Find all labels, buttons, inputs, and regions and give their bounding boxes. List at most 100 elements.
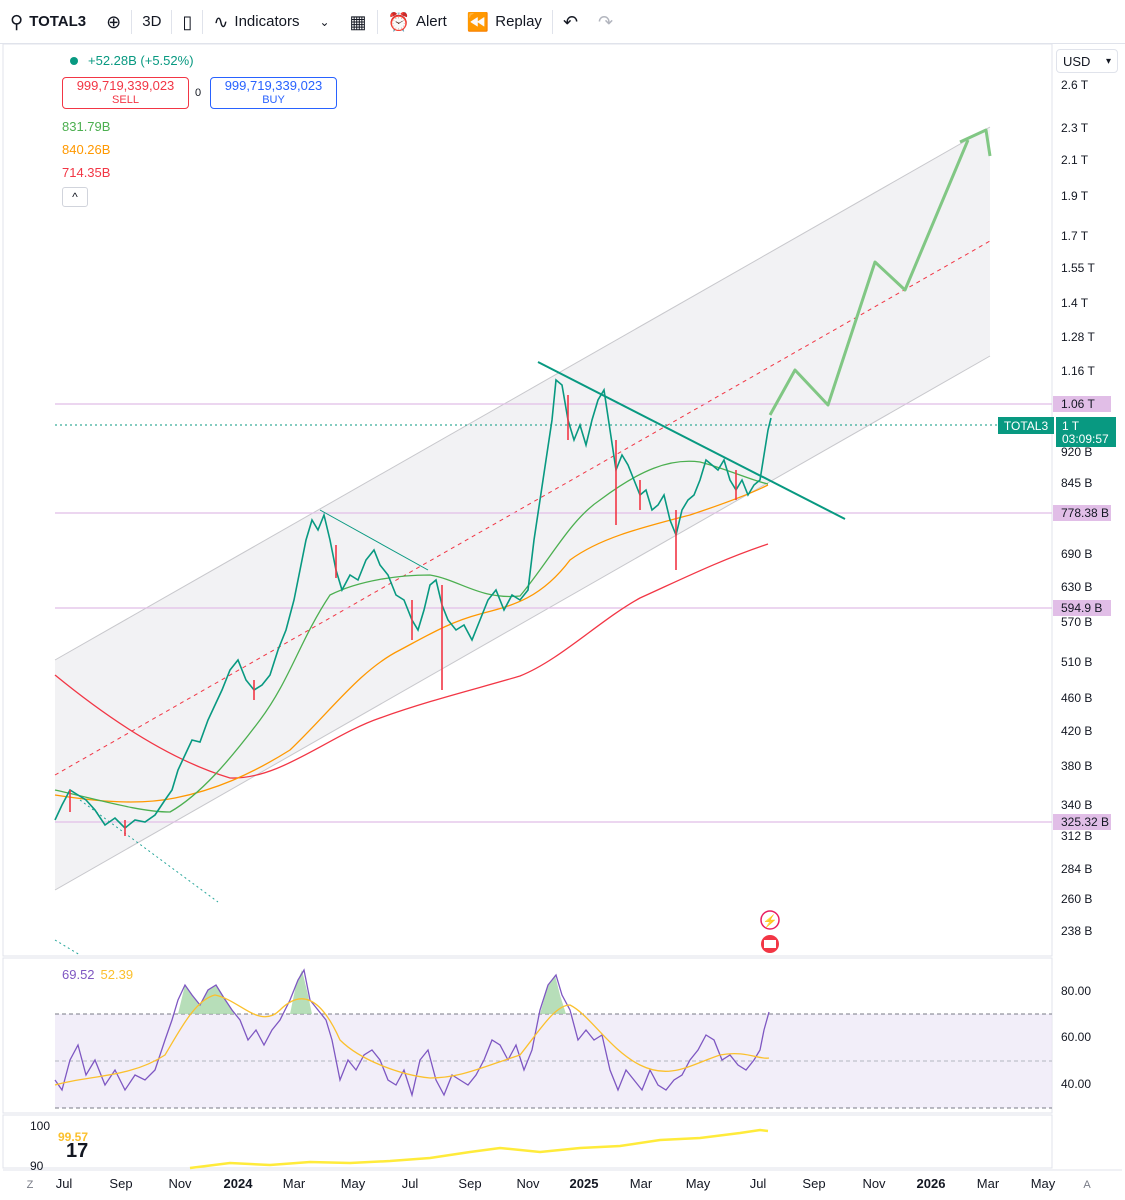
time-label: Nov [516,1176,540,1191]
layout-icon: ▦ [349,11,367,32]
bottom-axis[interactable]: 100 90 [30,1119,50,1173]
price-tick-label: 1.9 T [1061,189,1089,203]
chart-type-button[interactable]: ▯ [172,0,202,43]
time-label: Mar [283,1176,306,1191]
redo-icon: ↷ [598,11,614,32]
currency-label: USD [1063,53,1091,69]
indicators-button[interactable]: ∿ Indicators [203,0,309,43]
buy-price: 999,719,339,023 [224,78,323,93]
price-tick-label: 510 B [1061,655,1092,669]
undo-icon: ↶ [562,11,579,32]
toolbar-divider [376,9,378,34]
price-tick-label: 594.9 B [1061,601,1102,615]
price-tick-label: 238 B [1061,924,1092,938]
time-label: Sep [109,1176,132,1191]
bottom-indicator-line [189,1128,769,1170]
event-lightning-icon[interactable] [760,910,780,930]
rsi-tick-label: 60.00 [1061,1030,1091,1044]
bottom-tick-label: 90 [30,1159,44,1173]
current-price-tag[interactable]: TOTAL3 1 T 03:09:57 [998,417,1116,447]
replay-label: Replay [495,13,542,30]
price-tick-label: 380 B [1061,759,1092,773]
time-label: Mar [977,1176,1000,1191]
descending-trendline-small[interactable] [319,509,429,571]
price-candles-red [69,395,737,836]
currency-select[interactable]: USD ▾ [1056,49,1118,73]
candles-icon: ▯ [182,11,193,32]
auto-scale-toggle[interactable]: A [1083,1179,1091,1191]
descending-trendline[interactable] [537,361,846,520]
time-label: Nov [862,1176,886,1191]
legend-collapse-button[interactable]: ^ [62,187,88,207]
symbol-name: TOTAL3 [29,13,87,30]
price-tick-label: 460 B [1061,691,1092,705]
rsi-tick-label: 40.00 [1061,1077,1091,1091]
price-level-badge[interactable] [1053,396,1111,412]
channel-lower [54,355,991,891]
time-label: 2025 [570,1176,599,1191]
sell-label: SELL [112,94,139,106]
time-label: Nov [168,1176,192,1191]
price-tick-label: 260 B [1061,892,1092,906]
price-chart[interactable]: ⚡ 99.57 17 2.6 T 2.3 T 2.1 T 1.9 T 1.7 T 1.55… [0,44,1125,1200]
ma-green-line [54,460,769,813]
toolbar-divider [131,9,133,34]
time-label: Mar [630,1176,653,1191]
rsi-legend: 69.52 52.39 [62,967,133,982]
interval-label: 3D [142,13,162,30]
price-tick-label: 1.16 T [1061,364,1095,378]
time-axis[interactable]: Jul Sep Nov 2024 Mar May Jul Sep Nov 2025 Mar May Ju… [56,1176,1056,1191]
ma-value-orange: 840.26B [62,142,111,157]
time-label: Jul [750,1176,767,1191]
flag-glyph [764,940,776,948]
buy-button[interactable]: 999,719,339,023 BUY [210,77,337,109]
channel-midline [54,240,991,776]
time-label: Jul [402,1176,419,1191]
redo-button[interactable]: ↷ [588,0,623,43]
price-tick-label: 2.1 T [1061,153,1089,167]
price-tick-label: 284 B [1061,862,1092,876]
price-tick-label: 1.28 T [1061,330,1095,344]
compare-button[interactable]: ⊕ [96,0,131,43]
price-level-badge[interactable] [1053,600,1111,616]
projection-path[interactable] [768,139,970,416]
bottom-pane[interactable] [2,1114,1053,1169]
alert-button[interactable]: ⏰ Alert [378,0,457,43]
price-tick-label: 845 B [1061,476,1092,490]
sell-button[interactable]: 999,719,339,023 SELL [62,77,189,109]
rsi-overbought-fill [178,970,566,1014]
top-toolbar: ⚲ TOTAL3 ⊕ 3D ▯ ∿ Indicators ⌄ ▦ ⏰ Alert… [0,0,1125,44]
rsi-ma-line [54,994,770,1086]
chevron-down-icon: ⌄ [319,14,330,29]
time-label: 2024 [224,1176,254,1191]
chevron-up-icon: ^ [72,190,78,204]
time-label: Sep [458,1176,481,1191]
price-tick-label: 570 B [1061,615,1092,629]
lightning-glyph: ⚡ [763,914,778,928]
log-scale-toggle[interactable]: Z [27,1179,34,1191]
time-label: May [686,1176,711,1191]
tradingview-logo-icon: 17 [66,1140,88,1162]
toolbar-divider [551,9,553,34]
indicators-menu-button[interactable]: ⌄ [309,0,339,43]
replay-button[interactable]: ⏪ Replay [457,0,552,43]
price-axis[interactable]: 2.6 T 2.3 T 2.1 T 1.9 T 1.7 T 1.55 T 1.4 T 1.28… [1053,78,1111,938]
layout-button[interactable]: ▦ [340,0,377,43]
price-level-badge[interactable] [1053,505,1111,521]
sell-price: 999,719,339,023 [76,78,175,93]
time-label: May [1031,1176,1056,1191]
price-level-badge[interactable] [1053,814,1111,830]
undo-button[interactable]: ↶ [553,0,588,43]
time-label: Sep [802,1176,825,1191]
projection-arrowhead [959,128,992,157]
rsi-ma-value: 52.39 [100,967,134,982]
price-tick-label: 630 B [1061,580,1092,594]
price-candles [54,378,772,830]
symbol-search[interactable]: ⚲ TOTAL3 [0,0,96,43]
time-label: May [341,1176,366,1191]
rsi-axis[interactable]: 80.00 60.00 40.00 [1061,984,1091,1091]
indicators-label: Indicators [234,13,300,30]
rsi-tick-label: 80.00 [1061,984,1091,998]
interval-button[interactable]: 3D [132,0,171,43]
indicators-icon: ∿ [213,11,229,32]
